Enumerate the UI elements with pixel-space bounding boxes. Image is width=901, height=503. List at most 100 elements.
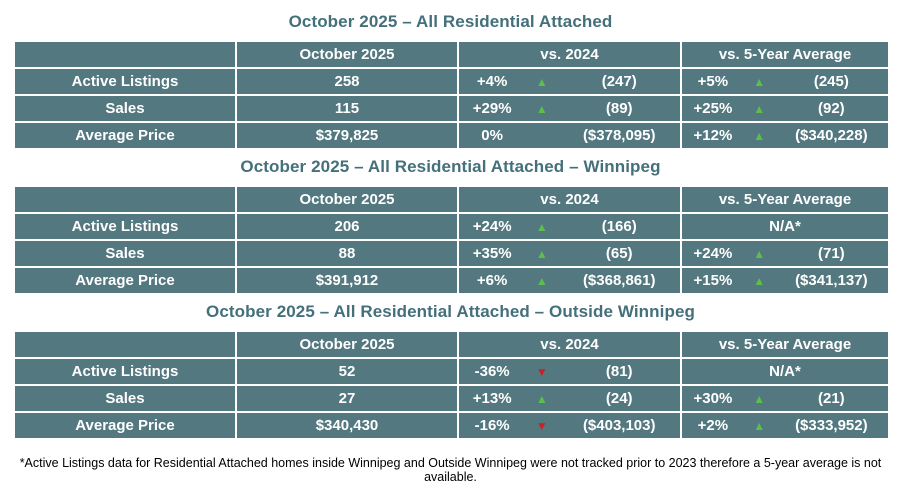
- up-arrow-icon: ▲: [753, 391, 766, 406]
- column-header: vs. 2024: [457, 330, 682, 359]
- comparison-value: ($368,861): [582, 272, 656, 289]
- comparison-content: -36% ▼ (81): [459, 363, 680, 380]
- table-row: Average Price $340,430 -16% ▼ ($403,103) +2% ▲…: [13, 411, 890, 440]
- column-header-blank: [13, 185, 237, 214]
- row-label: Active Listings: [13, 67, 237, 96]
- percent-change: +24%: [693, 245, 733, 262]
- vs-5yr-avg-cell: +2% ▲ ($333,952): [680, 411, 890, 440]
- stats-table-0: October 2025 vs. 2024 vs. 5-Year Average Ac…: [13, 40, 890, 150]
- comparison-value: (92): [818, 100, 845, 117]
- vs-5yr-avg-cell: +24% ▲ (71): [680, 239, 890, 268]
- comparison-value: (65): [605, 245, 633, 262]
- percent-change: +24%: [472, 218, 512, 235]
- table-title-1: October 2025 – All Residential Attached …: [240, 157, 661, 176]
- comparison-value: ($378,095): [582, 127, 656, 144]
- vs-5yr-avg-cell: +5% ▲ (245): [680, 67, 890, 96]
- current-month-value: 52: [235, 357, 459, 386]
- column-header: vs. 5-Year Average: [680, 185, 890, 214]
- percent-change: +25%: [693, 100, 733, 117]
- header-row: October 2025 vs. 2024 vs. 5-Year Average: [13, 185, 890, 214]
- stats-table-1: October 2025 vs. 2024 vs. 5-Year Average Ac…: [13, 185, 890, 295]
- comparison-content: +13% ▲ (24): [459, 390, 680, 407]
- current-month-value: 206: [235, 212, 459, 241]
- row-label: Active Listings: [13, 357, 237, 386]
- comparison-value: (24): [605, 390, 633, 407]
- column-header: vs. 2024: [457, 185, 682, 214]
- comparison-content: +25% ▲ (92): [682, 100, 888, 117]
- current-month-value: $391,912: [235, 266, 459, 295]
- current-month-value: $379,825: [235, 121, 459, 150]
- comparison-content: +35% ▲ (65): [459, 245, 680, 262]
- percent-change: +29%: [472, 100, 512, 117]
- comparison-value: (247): [601, 73, 637, 90]
- comparison-value: ($403,103): [582, 417, 656, 434]
- comparison-content: +29% ▲ (89): [459, 100, 680, 117]
- comparison-content: +6% ▲ ($368,861): [459, 272, 680, 289]
- vs-5yr-avg-cell: +15% ▲ ($341,137): [680, 266, 890, 295]
- comparison-value: (166): [601, 218, 637, 235]
- down-arrow-icon: ▼: [535, 418, 548, 433]
- percent-change: +12%: [693, 127, 733, 144]
- column-header: October 2025: [235, 40, 459, 69]
- vs-2024-cell: +6% ▲ ($368,861): [457, 266, 682, 295]
- comparison-content: +15% ▲ ($341,137): [682, 272, 888, 289]
- header-row: October 2025 vs. 2024 vs. 5-Year Average: [13, 330, 890, 359]
- column-header: vs. 5-Year Average: [680, 330, 890, 359]
- current-month-value: 115: [235, 94, 459, 123]
- table-row: Active Listings 258 +4% ▲ (247) +5% ▲ (245): [13, 67, 890, 96]
- table-row: Sales 27 +13% ▲ (24) +30% ▲ (21): [13, 384, 890, 413]
- header-row: October 2025 vs. 2024 vs. 5-Year Average: [13, 40, 890, 69]
- vs-2024-cell: +13% ▲ (24): [457, 384, 682, 413]
- current-month-value: 88: [235, 239, 459, 268]
- column-header: October 2025: [235, 185, 459, 214]
- up-arrow-icon: ▲: [753, 74, 766, 89]
- table-row: Average Price $379,825 0% ($378,095) +12% ▲ ($…: [13, 121, 890, 150]
- comparison-value: ($340,228): [795, 127, 868, 144]
- table-row: Sales 88 +35% ▲ (65) +24% ▲ (71): [13, 239, 890, 268]
- column-header: vs. 5-Year Average: [680, 40, 890, 69]
- vs-2024-cell: +35% ▲ (65): [457, 239, 682, 268]
- table-row: Sales 115 +29% ▲ (89) +25% ▲ (92): [13, 94, 890, 123]
- vs-2024-cell: +24% ▲ (166): [457, 212, 682, 241]
- table-row: Active Listings 206 +24% ▲ (166) N/A*: [13, 212, 890, 241]
- vs-5yr-avg-cell: +30% ▲ (21): [680, 384, 890, 413]
- stats-table-2: October 2025 vs. 2024 vs. 5-Year Average Ac…: [13, 330, 890, 440]
- percent-change: +4%: [476, 73, 508, 90]
- up-arrow-icon: ▲: [535, 219, 548, 234]
- comparison-content: +24% ▲ (166): [459, 218, 680, 235]
- vs-5yr-avg-cell: N/A*: [680, 357, 890, 386]
- current-month-value: 258: [235, 67, 459, 96]
- vs-2024-cell: 0% ($378,095): [457, 121, 682, 150]
- vs-5yr-avg-cell: +12% ▲ ($340,228): [680, 121, 890, 150]
- row-label: Average Price: [13, 121, 237, 150]
- table-row: Average Price $391,912 +6% ▲ ($368,861) +15% ▲…: [13, 266, 890, 295]
- percent-change: +5%: [697, 73, 729, 90]
- up-arrow-icon: ▲: [535, 391, 548, 406]
- comparison-value: ($341,137): [795, 272, 868, 289]
- vs-2024-cell: +4% ▲ (247): [457, 67, 682, 96]
- row-label: Active Listings: [13, 212, 237, 241]
- comparison-value: (89): [605, 100, 633, 117]
- row-label: Sales: [13, 239, 237, 268]
- comparison-content: +2% ▲ ($333,952): [682, 417, 888, 434]
- percent-change: +13%: [472, 390, 512, 407]
- up-arrow-icon: ▲: [535, 246, 548, 261]
- table-title-0: October 2025 – All Residential Attached: [288, 12, 613, 31]
- up-arrow-icon: ▲: [753, 418, 766, 433]
- column-header-blank: [13, 40, 237, 69]
- table-title-2: October 2025 – All Residential Attached …: [206, 302, 695, 321]
- comparison-content: +12% ▲ ($340,228): [682, 127, 888, 144]
- percent-change: +30%: [693, 390, 733, 407]
- comparison-value: (81): [605, 363, 633, 380]
- up-arrow-icon: ▲: [753, 128, 766, 143]
- row-label: Sales: [13, 94, 237, 123]
- down-arrow-icon: ▼: [535, 364, 548, 379]
- comparison-value: ($333,952): [795, 417, 868, 434]
- percent-change: -36%: [474, 363, 510, 380]
- percent-change: +6%: [476, 272, 508, 289]
- up-arrow-icon: ▲: [535, 74, 548, 89]
- vs-5yr-avg-cell: N/A*: [680, 212, 890, 241]
- vs-2024-cell: +29% ▲ (89): [457, 94, 682, 123]
- vs-2024-cell: -36% ▼ (81): [457, 357, 682, 386]
- column-header: October 2025: [235, 330, 459, 359]
